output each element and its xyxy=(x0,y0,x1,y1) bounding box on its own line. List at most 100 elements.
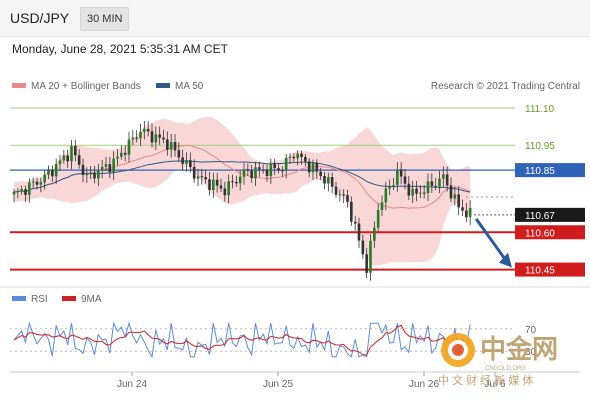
candle-body xyxy=(231,181,234,183)
candle-body xyxy=(108,164,112,173)
rsi-legend-swatch xyxy=(12,296,26,301)
candle-body xyxy=(376,209,380,228)
candle-body xyxy=(369,240,372,273)
candle-body xyxy=(81,164,85,176)
candle-body xyxy=(89,172,92,174)
candle-body xyxy=(173,141,177,151)
candle-body xyxy=(430,181,434,186)
candle-body xyxy=(284,157,288,171)
candle-body xyxy=(242,169,246,177)
candle-body xyxy=(43,174,46,183)
candle-body xyxy=(258,167,261,170)
candle-body xyxy=(403,176,407,184)
candle-body xyxy=(139,131,142,139)
candle-body xyxy=(273,163,276,169)
candle-body xyxy=(196,176,200,179)
candle-body xyxy=(422,192,426,194)
candle-body xyxy=(212,179,215,191)
candle-body xyxy=(357,223,361,241)
level-label: 110.45 xyxy=(525,266,555,277)
legend-swatch xyxy=(12,83,26,88)
candle-body xyxy=(47,170,50,175)
level-label: 111.10 xyxy=(525,104,555,115)
candle-body xyxy=(350,201,353,222)
level-label: 110.85 xyxy=(525,166,555,177)
candle-body xyxy=(219,185,223,189)
x-tick-label: Jun 24 xyxy=(117,379,147,390)
candle-body xyxy=(246,169,250,171)
candle-body xyxy=(223,188,227,196)
watermark-logo-core xyxy=(452,344,464,356)
candle-body xyxy=(51,170,54,177)
candle-body xyxy=(185,160,188,164)
chart-datetime: Monday, June 28, 2021 5:35:31 AM CET xyxy=(12,42,228,56)
candle-body xyxy=(334,186,338,195)
candle-body xyxy=(16,191,20,193)
candle-body xyxy=(24,189,27,195)
candle-body xyxy=(288,156,292,158)
candle-body xyxy=(200,176,204,178)
candle-body xyxy=(143,128,146,132)
candle-body xyxy=(465,210,468,218)
candle-body xyxy=(419,192,422,194)
candle-body xyxy=(238,176,242,184)
candle-body xyxy=(292,156,296,159)
rsi-legend-swatch xyxy=(62,296,76,301)
candle-body xyxy=(208,179,211,191)
candle-body xyxy=(215,179,219,186)
candle-body xyxy=(131,137,135,140)
x-tick-label: Jun 25 xyxy=(263,379,293,390)
forecast-arrow-head xyxy=(499,252,512,268)
candle-body xyxy=(330,177,334,187)
currency-pair-label: USD/JPY xyxy=(10,10,70,26)
candle-body xyxy=(135,137,138,139)
candle-body xyxy=(392,184,395,187)
candle-body xyxy=(31,181,35,183)
candle-body xyxy=(384,188,388,203)
candle-body xyxy=(468,207,472,218)
candle-body xyxy=(315,162,319,172)
rsi-legend-label: 9MA xyxy=(81,294,102,305)
candle-body xyxy=(434,185,437,187)
candle-body xyxy=(150,131,154,143)
watermark-subtext: 中 文 财 经 新 媒 体 xyxy=(438,373,533,387)
forecast-arrow-shaft xyxy=(474,217,508,262)
candle-body xyxy=(342,194,345,196)
candle-body xyxy=(100,166,104,171)
rsi-ma-line xyxy=(13,324,471,356)
candle-body xyxy=(154,134,158,143)
candle-body xyxy=(365,254,368,273)
candle-body xyxy=(93,172,96,179)
candle-body xyxy=(54,163,58,177)
candle-body xyxy=(453,194,457,199)
candle-body xyxy=(407,183,411,196)
candle-body xyxy=(177,150,181,158)
x-tick-label: Jul 6 xyxy=(484,379,506,390)
candle-body xyxy=(97,170,100,179)
candle-body xyxy=(426,181,430,194)
candle-body xyxy=(261,169,265,171)
candle-body xyxy=(104,164,108,167)
candle-body xyxy=(265,169,269,177)
candle-body xyxy=(438,178,441,187)
level-label-box xyxy=(515,262,585,277)
candles xyxy=(12,120,472,281)
candle-body xyxy=(58,160,62,164)
candle-body xyxy=(300,153,303,158)
watermark-logo-text: 中金网 xyxy=(480,334,558,364)
candle-body xyxy=(442,174,445,179)
candle-body xyxy=(62,155,66,161)
candle-body xyxy=(227,181,230,196)
candle-body xyxy=(388,186,391,189)
price-levels: 111.10 110.95 110.85 110.60 110.45 xyxy=(10,104,585,277)
candle-body xyxy=(319,171,322,176)
candle-body xyxy=(396,169,399,185)
candle-body xyxy=(66,155,69,162)
watermark-domain: CNGOLD.ORG xyxy=(485,366,526,372)
candle-body xyxy=(457,194,460,208)
candle-body xyxy=(74,145,77,156)
level-label-box xyxy=(515,225,585,240)
candle-body xyxy=(338,194,342,196)
timeframe-button[interactable]: 30 MIN xyxy=(80,7,130,31)
